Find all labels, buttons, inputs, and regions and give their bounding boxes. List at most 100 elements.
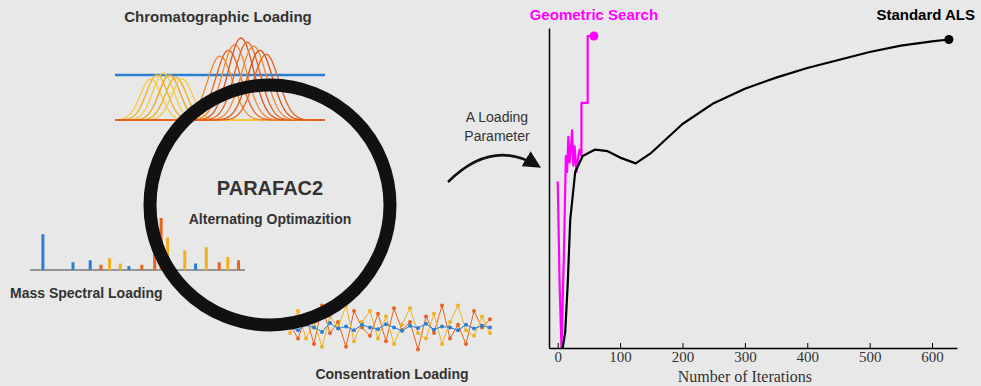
x-tick-mark (745, 343, 746, 348)
series-line (558, 36, 594, 348)
x-axis: 0 100 200 300 400 500 600 (550, 343, 958, 365)
concentration-dot (472, 334, 476, 338)
x-tick-label: 600 (921, 349, 944, 365)
series-end-marker (944, 35, 953, 44)
mass-spectral-bar (205, 247, 208, 270)
concentration-dot (488, 331, 492, 335)
concentration-dot (424, 315, 428, 319)
concentration-dot (440, 324, 444, 328)
concentration-dot (424, 337, 428, 341)
chromatographic-label: Chromatographic Loading (124, 8, 312, 25)
concentration-line (290, 323, 490, 332)
plot-area (558, 32, 954, 349)
cycle-subtitle: Alternating Optimazition (189, 211, 352, 227)
mass-spectral-bar (89, 260, 92, 270)
concentration-dot (312, 342, 316, 346)
concentration-dot (456, 323, 460, 327)
concentration-dot (464, 342, 468, 346)
x-tick-mark (932, 343, 933, 348)
concentration-dot (368, 334, 372, 338)
x-tick: 500 (859, 343, 882, 365)
concentration-dot (344, 345, 348, 349)
concentration-dot (448, 326, 452, 330)
concentration-dot (416, 348, 420, 352)
concentration-dot (328, 331, 332, 335)
concentration-dot (432, 312, 436, 316)
concentration-dot (368, 309, 372, 313)
concentration-dot (384, 339, 388, 343)
mass-spectral-bar (72, 262, 75, 270)
x-tick: 0 (554, 343, 562, 365)
concentration-dot (464, 328, 468, 332)
concentration-dot (424, 322, 428, 326)
concentration-dot (384, 322, 388, 326)
mass-spectral-bar (127, 266, 130, 270)
x-tick-mark (620, 343, 621, 348)
x-tick: 300 (734, 343, 757, 365)
concentration-dot (296, 337, 300, 341)
concentration-dot (392, 306, 396, 310)
concentration-dot (392, 326, 396, 330)
series-label: Geometric Search (530, 6, 658, 23)
mass-spectral-bar (41, 234, 44, 270)
concentration-dot (408, 324, 412, 328)
concentration-dot (344, 324, 348, 328)
concentration-dot (376, 312, 380, 316)
concentration-dot (480, 315, 484, 319)
arrow-label: Parameter (464, 128, 530, 144)
concentration-dot (320, 345, 324, 349)
concentration-dot (488, 317, 492, 321)
series-label: Standard ALS (876, 6, 975, 23)
concentration-dot (456, 304, 460, 308)
concentration-dot (352, 328, 356, 332)
x-tick-label: 0 (554, 349, 562, 365)
arrow-curve (448, 155, 538, 182)
x-tick-label: 400 (797, 349, 820, 365)
mass-spectral-bar (119, 264, 122, 271)
concentration-dot (376, 327, 380, 331)
concentration-dot (448, 320, 452, 324)
concentration-dot (296, 309, 300, 313)
x-tick: 200 (672, 343, 695, 365)
graphical-abstract: Chromatographic Loading Mass Spectral Loa… (0, 0, 981, 386)
mass-spectral-bar (237, 260, 240, 270)
mass-spectral-baseline (30, 270, 245, 271)
x-tick-label: 200 (672, 349, 695, 365)
x-tick-mark (683, 343, 684, 348)
x-tick: 400 (797, 343, 820, 365)
concentration-dot (304, 337, 308, 341)
concentration-dot (384, 315, 388, 319)
x-tick-mark (807, 343, 808, 348)
concentration-dot (416, 331, 420, 335)
mass-spectral-bar (226, 257, 229, 270)
concentration-dot (312, 326, 316, 330)
convergence-chart: 0100200300400500600Number of IterationsG… (530, 6, 975, 385)
concentration-dot (296, 328, 300, 332)
arrow-label: A Loading (466, 109, 528, 125)
mass-spectral-label: Mass Spectral Loading (10, 285, 162, 301)
cycle-ring (150, 85, 390, 325)
concentration-dot (408, 320, 412, 324)
concentration-dot (472, 309, 476, 313)
concentration-dot (328, 321, 332, 325)
x-tick-mark (870, 343, 871, 348)
concentration-dot (408, 306, 412, 310)
concentration-dot (336, 327, 340, 331)
mass-spectral-bar (194, 264, 197, 271)
x-tick: 600 (921, 343, 944, 365)
concentration-dot (352, 309, 356, 313)
mass-spectral-bar (108, 258, 111, 270)
concentration-dot (488, 326, 492, 330)
arrow: A Loading Parameter (448, 109, 538, 182)
series-end-marker (589, 32, 598, 41)
concentration-dot (376, 337, 380, 341)
concentration-dot (400, 329, 404, 333)
mass-spectral-bar (99, 265, 102, 270)
concentration-dot (360, 323, 364, 327)
concentration-dot (448, 337, 452, 341)
y-axis-line (549, 29, 551, 349)
x-tick-mark (558, 343, 559, 348)
concentration-dot (432, 328, 436, 332)
x-tick-label: 500 (859, 349, 882, 365)
x-tick: 100 (609, 343, 632, 365)
